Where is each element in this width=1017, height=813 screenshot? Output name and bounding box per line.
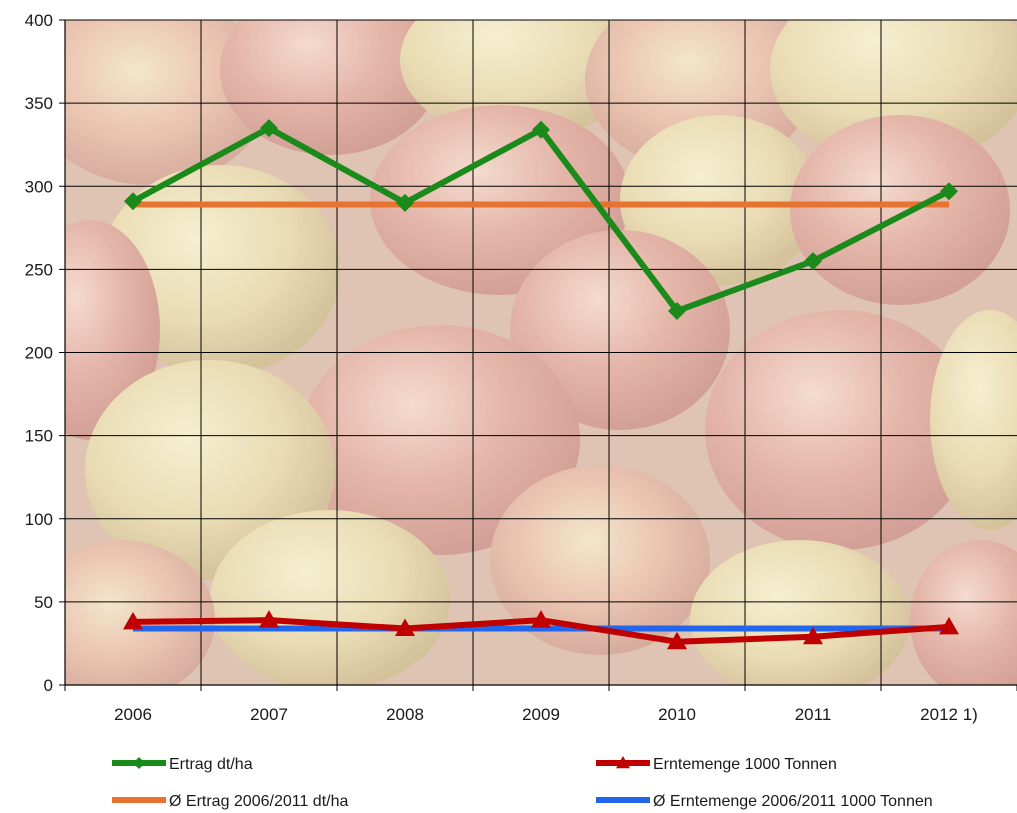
- data-point: [804, 252, 822, 271]
- y-tick-label: 200: [25, 344, 53, 363]
- y-tick-label: 150: [25, 427, 53, 446]
- x-tick-label: 2012 1): [920, 705, 978, 724]
- legend-marker: [616, 756, 630, 769]
- data-point: [259, 610, 279, 628]
- legend-label: Erntemenge 1000 Tonnen: [653, 756, 837, 773]
- data-point: [939, 616, 959, 635]
- y-tick-label: 400: [25, 11, 53, 30]
- data-point: [124, 192, 142, 211]
- legend-label: Ertrag dt/ha: [169, 756, 253, 773]
- legend-label: Ø Ertrag 2006/2011 dt/ha: [169, 793, 348, 810]
- data-point: [940, 182, 958, 201]
- data-point: [668, 301, 686, 320]
- x-tick-label: 2009: [522, 705, 560, 724]
- x-tick-label: 2006: [114, 705, 152, 724]
- legend-label: Ø Erntemenge 2006/2011 1000 Tonnen: [653, 793, 933, 810]
- series-lines: [123, 119, 959, 650]
- y-tick-label: 0: [44, 676, 53, 695]
- data-point: [531, 610, 551, 628]
- y-tick-label: 50: [34, 593, 53, 612]
- x-tick-label: 2007: [250, 705, 288, 724]
- legend: Ertrag dt/ha Erntemenge 1000 Tonnen Ø Ertr…: [112, 756, 933, 810]
- legend-item-avg-erntemenge-2006-2011-1000-tonnen: Ø Erntemenge 2006/2011 1000 Tonnen: [596, 793, 933, 810]
- data-point: [260, 119, 278, 138]
- legend-item-erntemenge-1000-tonnen: Erntemenge 1000 Tonnen: [596, 756, 837, 773]
- data-point: [395, 618, 415, 636]
- series-ertrag-dt-ha: [124, 119, 958, 320]
- y-tick-label: 100: [25, 510, 53, 529]
- x-tick-label: 2011: [795, 705, 832, 724]
- series-erntemenge-1000-tonnen: [123, 610, 959, 650]
- data-point: [532, 120, 550, 139]
- axes: 0 50 100 150 200 250 300 350 400 2006 2007 2008 2009…: [25, 11, 1017, 724]
- data-point: [396, 193, 414, 212]
- legend-item-ertrag-dt-ha: Ertrag dt/ha: [112, 756, 253, 773]
- legend-marker: [133, 757, 145, 769]
- x-tick-label: 2010: [658, 705, 696, 724]
- legend-item-avg-ertrag-2006-2011-dt-ha: Ø Ertrag 2006/2011 dt/ha: [112, 793, 348, 810]
- y-tick-label: 350: [25, 94, 53, 113]
- y-tick-label: 300: [25, 177, 53, 196]
- x-tick-label: 2008: [386, 705, 424, 724]
- data-point: [667, 631, 687, 650]
- data-point: [803, 626, 823, 645]
- y-tick-label: 250: [25, 260, 53, 279]
- data-point: [123, 611, 143, 630]
- grid: [65, 19, 1017, 686]
- apple-photo-background: [65, 20, 1017, 685]
